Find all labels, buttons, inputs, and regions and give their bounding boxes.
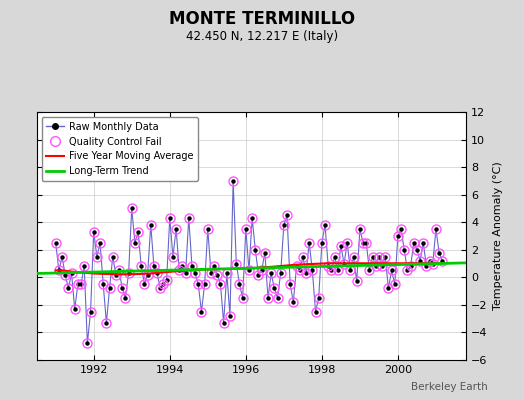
Y-axis label: Temperature Anomaly (°C): Temperature Anomaly (°C) bbox=[493, 162, 503, 310]
Text: Berkeley Earth: Berkeley Earth bbox=[411, 382, 487, 392]
Text: 42.450 N, 12.217 E (Italy): 42.450 N, 12.217 E (Italy) bbox=[186, 30, 338, 43]
Legend: Raw Monthly Data, Quality Control Fail, Five Year Moving Average, Long-Term Tren: Raw Monthly Data, Quality Control Fail, … bbox=[41, 117, 198, 181]
Text: MONTE TERMINILLO: MONTE TERMINILLO bbox=[169, 10, 355, 28]
